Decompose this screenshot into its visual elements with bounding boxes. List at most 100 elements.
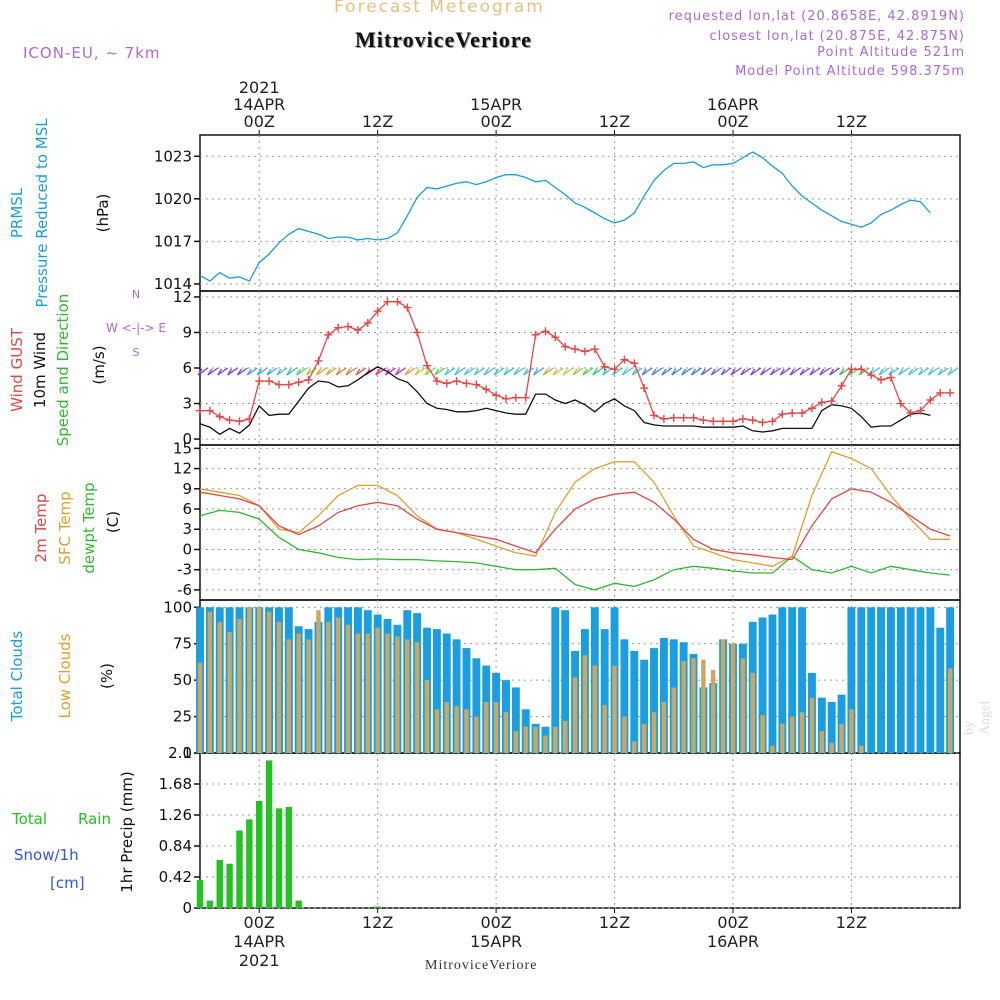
panel-frame-pressure xyxy=(199,134,961,292)
wind-arrow xyxy=(572,367,584,376)
wind-gust-marker xyxy=(196,406,204,415)
total-cloud-bar xyxy=(640,659,649,753)
low-cloud-bar xyxy=(276,621,282,753)
wind-arrow-shaft xyxy=(316,367,327,376)
bottom-axis-year: 2021 xyxy=(239,951,280,970)
wind-arrow xyxy=(947,367,959,376)
low-cloud-bar xyxy=(266,611,272,753)
wind-gust-marker xyxy=(452,377,461,386)
low-cloud-bar xyxy=(809,697,815,753)
rain-label: Rain xyxy=(78,810,111,828)
ytick-label-temperature: 3 xyxy=(182,520,192,538)
wind-gust-marker xyxy=(521,393,530,402)
wind-gust-marker xyxy=(719,417,728,426)
snow-unit-label: [cm] xyxy=(50,874,85,892)
top-axis-year: 2021 xyxy=(239,78,280,97)
wind-arrow-head xyxy=(207,368,213,376)
low-cloud-bar xyxy=(572,677,578,753)
ytick-label-clouds: 50 xyxy=(173,671,192,689)
total-cloud-bar xyxy=(432,629,441,753)
ytick-label-clouds: 75 xyxy=(173,635,192,653)
ytick-label-temperature: -3 xyxy=(177,561,192,579)
temp-sfc-label: SFC Temp xyxy=(56,491,74,564)
wind-gust-marker xyxy=(926,395,935,404)
bottom-axis-label: 00Z xyxy=(717,913,748,932)
low-cloud-bar xyxy=(661,702,667,753)
wind-arrow-head xyxy=(602,368,608,376)
temp-dewpoint-label: dewpt Temp xyxy=(80,482,98,573)
wind-arrow-shaft xyxy=(286,367,298,376)
wind-arrow-shaft xyxy=(227,367,238,376)
total-cloud-bar xyxy=(936,627,945,753)
total-cloud-bar xyxy=(798,607,807,753)
total-cloud-bar xyxy=(511,687,520,753)
wind-gust-marker xyxy=(492,391,501,400)
wind-arrow xyxy=(414,367,426,376)
model-label: ICON-EU, ~ 7km xyxy=(23,44,161,62)
precip-bar xyxy=(256,800,263,908)
top-axis-date: 15APR xyxy=(470,95,522,114)
wind-arrow-shaft xyxy=(533,367,544,376)
wind-gust-marker xyxy=(413,328,422,337)
low-cloud-bar xyxy=(849,709,854,753)
low-cloud-bar xyxy=(622,716,627,753)
wind-10m-label: 10m Wind xyxy=(31,332,49,408)
bottom-axis-date: 15APR xyxy=(470,932,522,951)
wind-arrow-shaft xyxy=(345,367,357,376)
wind-arrow-head xyxy=(740,368,746,376)
footer-location: MitroviceVeriore xyxy=(425,958,538,973)
bottom-axis-label: 00Z xyxy=(480,913,511,932)
top-axis-label: 12Z xyxy=(836,112,867,131)
wind-gust-marker xyxy=(501,394,510,403)
wind-gust-marker xyxy=(659,414,668,423)
wind-arrow xyxy=(523,367,535,376)
wind-arrow-shaft xyxy=(395,367,406,376)
wind-arrow-head xyxy=(937,368,943,376)
low-cloud-bar xyxy=(582,655,588,753)
wind-arrow xyxy=(750,367,762,376)
low-cloud-bar xyxy=(602,704,607,753)
wind-gust-marker xyxy=(738,414,747,423)
top-axis-label: 00Z xyxy=(480,112,511,131)
wind-arrow xyxy=(197,367,209,376)
low-clouds-label: Low Clouds xyxy=(56,633,74,718)
wind-arrow xyxy=(296,367,308,376)
wind-arrow xyxy=(799,367,811,376)
ytick-label-temperature: 12 xyxy=(173,460,192,478)
pressure-line xyxy=(199,151,931,282)
wind-arrow xyxy=(710,367,722,376)
wind-arrow-shaft xyxy=(908,367,920,376)
wind-gust-marker xyxy=(936,388,945,397)
wind-gust-marker xyxy=(600,362,609,371)
total-cloud-bar xyxy=(442,633,451,753)
wind-gust-marker xyxy=(482,385,491,394)
wind-gust-marker xyxy=(807,404,816,413)
wind-arrow-head xyxy=(266,368,272,376)
wind-arrow-head xyxy=(720,368,726,376)
wind-arrow-head xyxy=(819,368,825,376)
wind-gust-label: Wind GUST xyxy=(8,327,26,412)
low-cloud-bar xyxy=(720,639,726,753)
wind-arrow-head xyxy=(404,368,410,376)
ytick-label-temperature: -6 xyxy=(177,581,192,599)
compass-n-label: N xyxy=(132,288,140,301)
wind-arrow xyxy=(325,367,337,376)
wind-arrow xyxy=(740,367,752,376)
pressure-label-msl: Pressure Reduced to MSL xyxy=(33,118,51,308)
low-cloud-bar xyxy=(859,745,864,753)
wind-arrow-head xyxy=(621,368,627,376)
wind-arrow xyxy=(809,367,821,376)
wind-gust-line xyxy=(200,301,951,424)
wind-arrow-shaft xyxy=(207,367,219,376)
low-cloud-bar xyxy=(671,687,676,753)
wind-arrow xyxy=(434,367,446,376)
low-cloud-bar xyxy=(464,709,469,753)
wind-arrow-head xyxy=(227,368,233,376)
point-altitude: Point Altitude 521m xyxy=(817,45,965,60)
ytick-label-wind: 12 xyxy=(173,288,192,306)
wind-gust-marker xyxy=(758,418,767,427)
wind-arrow-shaft xyxy=(770,367,781,376)
wind-gust-marker xyxy=(265,377,274,386)
wind-arrow-shaft xyxy=(325,367,337,376)
wind-gust-marker xyxy=(620,355,629,364)
